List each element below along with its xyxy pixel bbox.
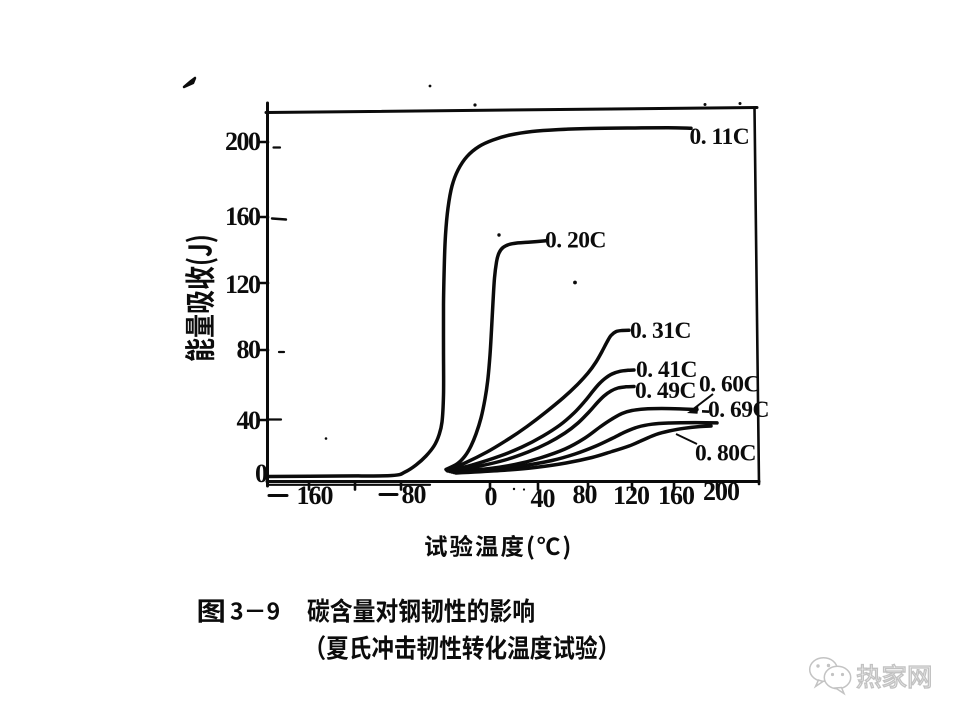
svg-text:80: 80 (402, 480, 427, 509)
svg-text:80: 80 (573, 480, 598, 509)
svg-text:0: 0 (255, 459, 268, 488)
svg-text:80: 80 (237, 335, 262, 364)
svg-text:160: 160 (225, 202, 261, 231)
svg-text:0. 69C: 0. 69C (708, 397, 769, 423)
svg-text:0: 0 (485, 482, 498, 511)
svg-text:0. 31C: 0. 31C (630, 318, 691, 344)
svg-text:200: 200 (225, 127, 261, 156)
svg-text:0. 80C: 0. 80C (695, 441, 756, 467)
svg-text:160: 160 (297, 481, 334, 510)
svg-text:0. 60C: 0. 60C (699, 372, 760, 398)
svg-text:120: 120 (225, 270, 261, 299)
svg-text:0. 11C: 0. 11C (690, 124, 750, 150)
svg-text:200: 200 (703, 477, 740, 506)
svg-text:0. 49C: 0. 49C (635, 378, 696, 404)
svg-text:160: 160 (658, 481, 695, 510)
svg-text:0. 41C: 0. 41C (636, 357, 697, 383)
svg-text:120: 120 (613, 481, 650, 510)
svg-text:40: 40 (531, 484, 556, 513)
svg-text:40: 40 (237, 406, 262, 435)
svg-text:0. 20C: 0. 20C (545, 228, 606, 254)
